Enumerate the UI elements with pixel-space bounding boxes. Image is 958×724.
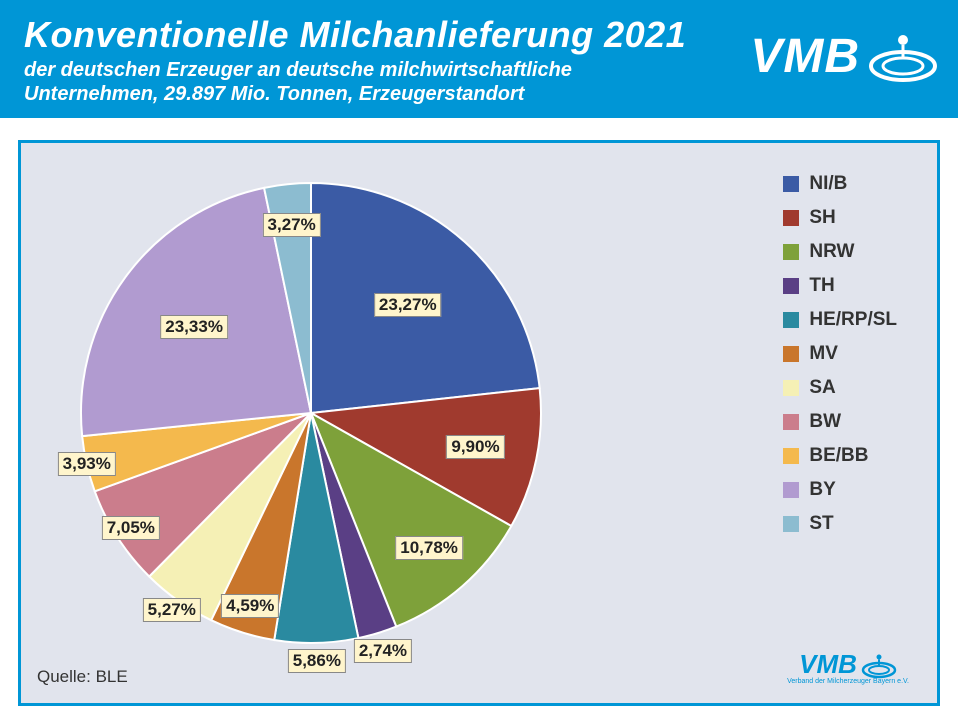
vmb-logo-footer: VMB Verband der Milcherzeuger Bayern e.V… [787, 649, 909, 685]
pie-slice-label: 9,90% [446, 435, 504, 459]
legend-swatch [783, 380, 799, 396]
legend-swatch [783, 176, 799, 192]
page-subtitle: der deutschen Erzeuger an deutsche milch… [24, 58, 664, 106]
legend-item: NI/B [783, 173, 897, 195]
legend-swatch [783, 346, 799, 362]
legend-label: BY [809, 479, 835, 501]
legend-label: ST [809, 513, 833, 535]
legend-label: BE/BB [809, 445, 868, 467]
pie-slice-label: 23,27% [374, 293, 442, 317]
legend-item: BW [783, 411, 897, 433]
legend-item: HE/RP/SL [783, 309, 897, 331]
source-citation: Quelle: BLE [37, 667, 128, 687]
legend: NI/B SH NRW TH HE/RP/SL MV SA BW BE/BB BY ST [783, 173, 897, 547]
pie-slice-label: 2,74% [354, 639, 412, 663]
legend-item: SH [783, 207, 897, 229]
legend-item: BE/BB [783, 445, 897, 467]
legend-swatch [783, 278, 799, 294]
legend-label: HE/RP/SL [809, 309, 897, 331]
legend-label: NRW [809, 241, 854, 263]
legend-item: NRW [783, 241, 897, 263]
legend-item: SA [783, 377, 897, 399]
pie-slice-label: 23,33% [160, 315, 228, 339]
legend-swatch [783, 482, 799, 498]
legend-item: MV [783, 343, 897, 365]
legend-swatch [783, 244, 799, 260]
source-prefix: Quelle: [37, 667, 96, 686]
vmb-logo-header: VMB [750, 28, 938, 84]
vmb-swirl-icon-small [861, 651, 897, 679]
pie-slice-label: 4,59% [221, 594, 279, 618]
legend-swatch [783, 210, 799, 226]
legend-label: BW [809, 411, 841, 433]
legend-swatch [783, 312, 799, 328]
vmb-logo-text: VMB [750, 29, 860, 84]
legend-label: SH [809, 207, 835, 229]
vmb-logo-footer-text: VMB [799, 649, 857, 680]
legend-item: ST [783, 513, 897, 535]
pie-slice-label: 7,05% [102, 516, 160, 540]
pie-svg [61, 163, 561, 663]
legend-label: NI/B [809, 173, 847, 195]
pie-slice-label: 3,27% [263, 213, 321, 237]
legend-swatch [783, 448, 799, 464]
legend-swatch [783, 414, 799, 430]
vmb-logo-tagline: Verband der Milcherzeuger Bayern e.V. [787, 678, 909, 685]
legend-label: SA [809, 377, 835, 399]
pie-slice-label: 3,93% [58, 452, 116, 476]
pie-slice-label: 5,86% [288, 649, 346, 673]
legend-label: TH [809, 275, 834, 297]
legend-swatch [783, 516, 799, 532]
pie-chart: 23,27%9,90%10,78%2,74%5,86%4,59%5,27%7,0… [61, 163, 561, 663]
pie-slice-label: 10,78% [395, 536, 463, 560]
header: Konventionelle Milchanlieferung 2021 der… [0, 0, 958, 118]
legend-label: MV [809, 343, 838, 365]
pie-slice-label: 5,27% [143, 598, 201, 622]
legend-item: TH [783, 275, 897, 297]
vmb-swirl-icon [868, 28, 938, 84]
page: Konventionelle Milchanlieferung 2021 der… [0, 0, 958, 724]
chart-panel: 23,27% 9,90% 10,78% 2,74% 5,86% 4,59% 5,27% 7,0… [18, 140, 940, 706]
source-value: BLE [96, 667, 128, 686]
legend-item: BY [783, 479, 897, 501]
